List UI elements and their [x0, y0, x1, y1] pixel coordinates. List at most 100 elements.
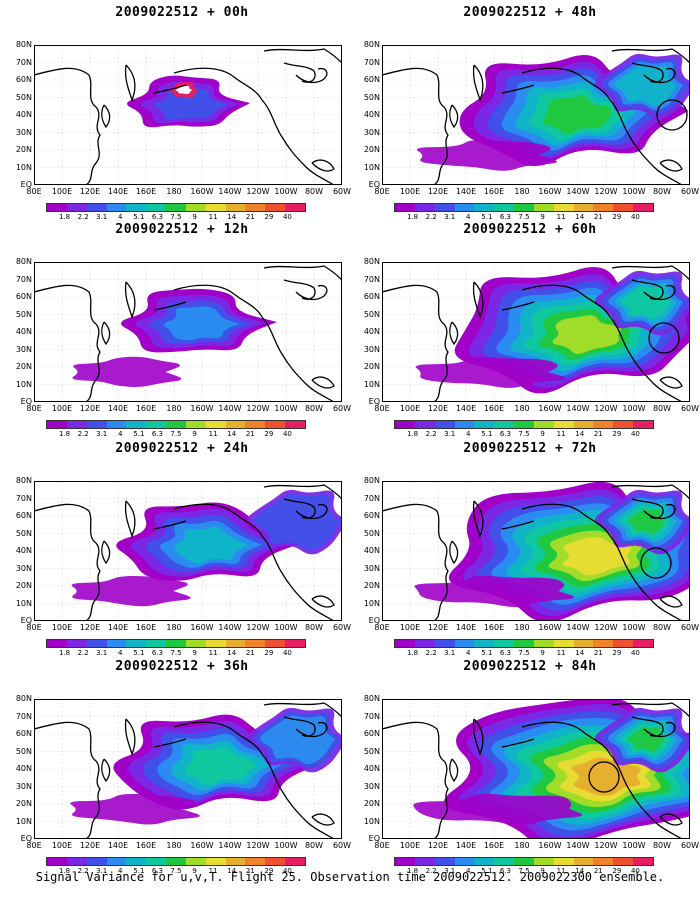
map-area: 80N 70N 60N 50N 40N 30N 20N 10N EQ	[16, 258, 342, 406]
longitude-label: 60W	[332, 404, 352, 413]
latitude-label: 60N	[363, 292, 380, 301]
colorbar-swatch	[573, 421, 594, 428]
longitude-label: 140E	[107, 623, 129, 632]
colorbar-label: 2.2	[425, 649, 437, 657]
signal-variance-map	[382, 481, 690, 621]
colorbar-label: 9	[540, 649, 545, 657]
latitude-label: EQ	[368, 180, 380, 189]
latitude-label: 50N	[363, 92, 380, 102]
longitude-label: 180	[166, 623, 182, 632]
longitude-label: 80W	[304, 623, 324, 632]
colorbar-swatch	[395, 421, 415, 428]
latitude-label: 40N	[15, 764, 32, 773]
colorbar-swatch	[434, 421, 455, 428]
colorbar-label: 40	[630, 649, 640, 657]
latitude-label: 20N	[15, 799, 32, 808]
map-area: 80N 70N 60N 50N 40N 30N 20N 10N EQ	[364, 695, 690, 843]
longitude-label: 80E	[26, 404, 42, 413]
colorbar-label: 5.1	[481, 430, 493, 438]
colorbar-label: 14	[575, 867, 585, 875]
colorbar-swatch	[205, 858, 226, 865]
latitude-label: 80N	[363, 257, 380, 266]
colorbar-label: 14	[575, 649, 585, 657]
colorbar-labels: 1.8 2.2 3.1 4 5.1 6.3 7.5 9 11 14 21 29 40	[394, 649, 654, 659]
map-area: 80N 70N 60N 50N 40N 30N 20N 10N EQ	[16, 41, 342, 189]
longitude-label: 160E	[483, 404, 505, 413]
colorbar-swatch	[66, 204, 87, 211]
latitude-label: 40N	[363, 546, 380, 555]
longitude-label: 100E	[51, 841, 73, 850]
colorbar-swatch	[225, 858, 246, 865]
colorbar-swatch	[593, 204, 614, 211]
colorbar-label: 40	[630, 430, 640, 438]
colorbar-label: 21	[593, 213, 603, 221]
longitude-label: 140E	[455, 623, 477, 632]
latitude-label: 30N	[363, 127, 380, 137]
map-area: 80N 70N 60N 50N 40N 30N 20N 10N EQ	[364, 477, 690, 625]
latitude-label: 60N	[363, 511, 380, 520]
longitude-label: 80W	[652, 187, 672, 196]
longitude-label: 160W	[538, 623, 562, 632]
longitude-label: 100W	[274, 841, 298, 850]
latitude-label: 40N	[363, 764, 380, 773]
longitude-label: 120W	[594, 623, 618, 632]
colorbar-swatch	[245, 421, 266, 428]
colorbar-label: 2.2	[425, 213, 437, 221]
map-area: 80N 70N 60N 50N 40N 30N 20N 10N EQ	[364, 258, 690, 406]
longitude-label: 120W	[594, 187, 618, 196]
signal-variance-map	[382, 699, 690, 839]
latitude-label: 80N	[363, 694, 380, 703]
colorbar-swatch	[414, 204, 435, 211]
longitude-label: 160W	[190, 404, 214, 413]
colorbar-label: 40	[282, 867, 292, 875]
longitude-label: 100W	[274, 187, 298, 196]
colorbar-label: 21	[245, 430, 255, 438]
longitude-label: 140E	[107, 187, 129, 196]
colorbar-swatch	[166, 858, 186, 865]
latitude-label: 10N	[15, 598, 32, 608]
colorbar-label: 2.2	[425, 867, 437, 875]
longitude-label: 160E	[483, 187, 505, 196]
latitude-label: 30N	[363, 563, 380, 573]
colorbar-label: 1.8	[58, 649, 71, 657]
longitude-label: 180	[514, 404, 530, 413]
latitude-label: 40N	[363, 110, 380, 119]
colorbar-swatch	[245, 858, 266, 865]
colorbar-label: 4	[118, 213, 123, 221]
latitude-label: 80N	[363, 40, 380, 49]
longitude-label: 140E	[455, 841, 477, 850]
longitude-label: 160E	[483, 623, 505, 632]
colorbar-label: 3.1	[444, 430, 456, 438]
longitude-label: 180	[514, 841, 530, 850]
longitude-label: 160E	[135, 404, 157, 413]
longitude-label: 80E	[374, 187, 390, 196]
colorbar-label: 7.5	[170, 213, 182, 221]
colorbar-swatch	[593, 421, 614, 428]
colorbar-label: 6.3	[499, 213, 511, 221]
colorbar-swatch	[106, 640, 127, 647]
colorbar-swatch	[86, 204, 107, 211]
colorbar-label: 9	[192, 213, 197, 221]
colorbar-label: 5.1	[481, 649, 493, 657]
colorbar-label: 7.5	[518, 430, 530, 438]
latitude-label: 50N	[363, 528, 380, 538]
longitude-label: 160W	[538, 841, 562, 850]
colorbar-swatch	[185, 858, 206, 865]
map-area: 80N 70N 60N 50N 40N 30N 20N 10N EQ	[16, 477, 342, 625]
longitude-label: 60W	[680, 623, 700, 632]
colorbar-swatch	[633, 204, 653, 211]
panel-title: 2009022512 + 24h	[115, 441, 249, 456]
colorbar-swatch	[474, 640, 495, 647]
panel-title: 2009022512 + 36h	[115, 659, 249, 674]
latitude-label: 60N	[363, 729, 380, 738]
colorbar-swatch	[573, 204, 594, 211]
colorbar-swatch	[553, 858, 574, 865]
colorbar	[46, 639, 306, 648]
colorbar-label: 9	[192, 649, 197, 657]
map-panel: 2009022512 + 24h 80N 70N 60N 50N 40N 30N 20N 10N…	[12, 441, 352, 666]
colorbar-label: 2.2	[77, 213, 89, 221]
colorbar-swatch	[185, 204, 206, 211]
colorbar-swatch	[395, 858, 415, 865]
colorbar-label: 29	[264, 867, 274, 875]
latitude-label: 60N	[15, 75, 32, 84]
